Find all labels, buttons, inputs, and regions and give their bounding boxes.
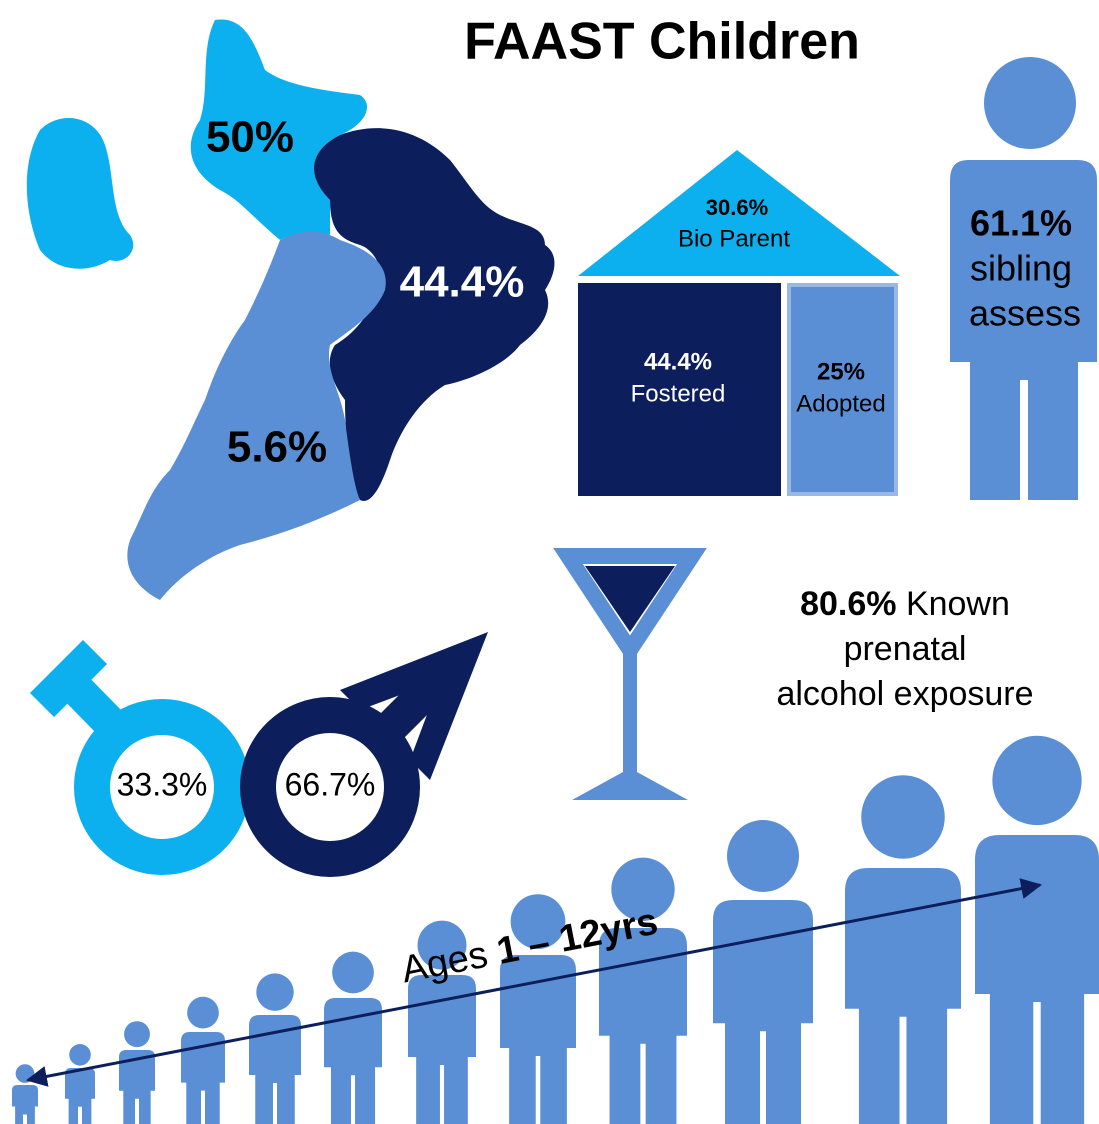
age-figure-head xyxy=(727,820,799,892)
sibling-value: 61.1% xyxy=(970,203,1072,244)
sibling-figure: 61.1% sibling assess xyxy=(950,57,1097,500)
house-room xyxy=(787,283,898,496)
glass xyxy=(553,548,707,800)
roof-label: Bio Parent xyxy=(678,225,790,252)
room-label: Adopted xyxy=(796,390,885,417)
age-figure-head xyxy=(992,735,1082,826)
age-figure-head xyxy=(187,996,219,1029)
ages-prefix: Ages xyxy=(398,934,491,992)
alcohol-line: prenatal xyxy=(844,630,967,668)
title: FAAST Children xyxy=(464,13,860,71)
age-figure-body xyxy=(845,868,961,1124)
age-figure-body xyxy=(408,975,476,1124)
age-figure-body xyxy=(713,900,813,1124)
age-figure-head xyxy=(332,951,374,994)
age-figure-body xyxy=(65,1068,95,1124)
sibling-line: sibling xyxy=(970,248,1072,289)
age-figure-head xyxy=(69,1044,91,1066)
female-symbol: 33.3% xyxy=(29,639,250,875)
alcohol-line: alcohol exposure xyxy=(776,675,1033,713)
room-value: 44.4% xyxy=(644,348,712,375)
male-symbol: 66.7% xyxy=(240,632,488,877)
map-region-south xyxy=(127,231,386,600)
age-figure-head xyxy=(256,973,294,1011)
house: 30.6% Bio Parent 44.4% Fostered 25% Adop… xyxy=(578,150,900,496)
map-label: 44.4% xyxy=(400,258,525,307)
map-island xyxy=(26,118,134,269)
alcohol-value: 80.6% xyxy=(800,585,896,623)
female-ring xyxy=(74,699,250,875)
age-figure-body xyxy=(975,835,1099,1124)
house-room xyxy=(578,283,781,496)
male-ring xyxy=(240,697,420,877)
house-roof xyxy=(578,150,900,276)
figure-body xyxy=(950,160,1097,500)
glass-stem xyxy=(623,650,637,775)
map: 50% 44.4% 5.6% xyxy=(26,19,555,600)
age-figure-body xyxy=(599,928,687,1124)
female-value: 33.3% xyxy=(117,766,208,802)
map-label: 50% xyxy=(206,113,294,162)
figure-head xyxy=(984,57,1076,149)
age-figure-head xyxy=(124,1021,150,1048)
glass-bowl xyxy=(553,548,707,665)
map-region-north xyxy=(190,19,368,241)
male-value: 66.7% xyxy=(285,766,376,802)
alcohol-line: 80.6% Known xyxy=(800,585,1010,623)
map-label: 5.6% xyxy=(227,423,327,472)
map-region-east xyxy=(313,128,555,501)
age-figure-body xyxy=(12,1085,38,1124)
room-label: Fostered xyxy=(631,380,726,407)
alcohol-text: Known xyxy=(906,585,1010,623)
age-arrow xyxy=(25,878,1043,1087)
male-arrow xyxy=(340,632,488,780)
roof-value: 30.6% xyxy=(706,195,768,220)
sibling-line: assess xyxy=(969,293,1081,334)
glass-drink xyxy=(585,566,675,632)
female-bar xyxy=(29,639,108,718)
glass-base xyxy=(572,772,688,800)
age-figure-head xyxy=(861,775,945,859)
room-value: 25% xyxy=(817,358,865,385)
